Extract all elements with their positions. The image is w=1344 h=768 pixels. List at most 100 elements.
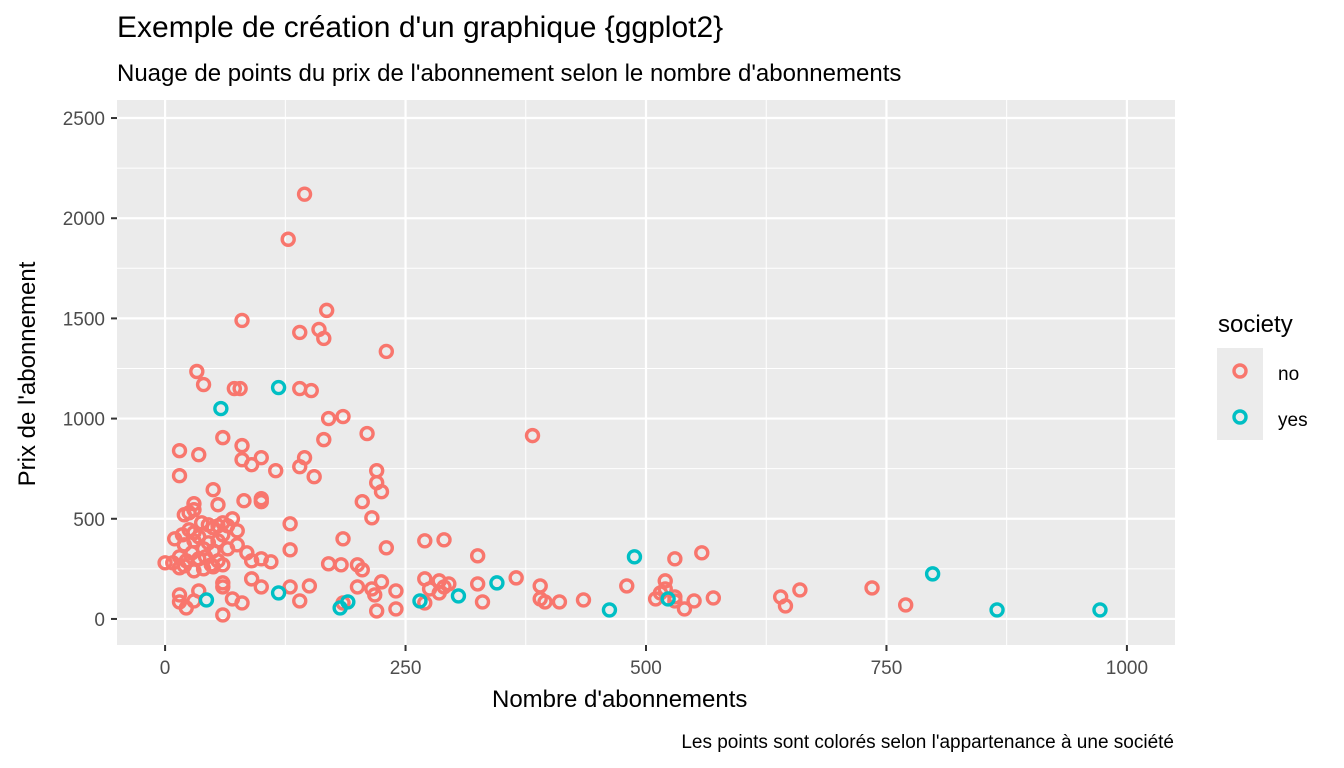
data-point-no: [667, 593, 683, 609]
data-point-no: [215, 579, 231, 595]
data-point-no: [224, 511, 241, 527]
data-point-no: [236, 493, 252, 509]
data-point-yes: [270, 379, 287, 396]
data-point-no: [253, 579, 269, 595]
data-point-no: [897, 597, 914, 613]
data-point-no: [320, 410, 337, 427]
legend-marker-no: [1232, 363, 1248, 379]
data-point-no: [210, 497, 226, 513]
data-point-no: [215, 527, 231, 543]
data-point-yes: [489, 575, 505, 591]
data-point-no: [157, 555, 173, 571]
data-point-no: [171, 442, 188, 459]
data-point-no: [215, 557, 231, 573]
data-point-no: [186, 563, 202, 579]
data-point-no: [282, 542, 298, 558]
y-tick-label: 2000: [63, 209, 105, 230]
data-point-no: [417, 533, 433, 549]
data-point-yes: [1092, 602, 1108, 618]
data-point-no: [388, 601, 404, 617]
legend-label-no: no: [1278, 364, 1300, 385]
data-point-no: [191, 583, 207, 599]
x-tick-label: 0: [160, 658, 171, 679]
data-point-no: [215, 607, 231, 623]
data-point-no: [176, 507, 193, 523]
data-point-no: [657, 573, 673, 589]
data-point-no: [368, 603, 385, 619]
data-point-no: [373, 484, 390, 500]
data-point-no: [359, 425, 375, 442]
x-axis-label: Nombre d'abonnements: [492, 686, 748, 713]
data-point-no: [373, 574, 390, 590]
data-point-yes: [660, 591, 676, 607]
y-axis-label: Prix de l'abonnement: [14, 261, 41, 487]
legend-marker-yes: [1232, 409, 1248, 425]
data-point-no: [243, 553, 260, 569]
data-point-no: [195, 376, 212, 393]
data-point-no: [215, 429, 231, 446]
data-point-no: [431, 585, 447, 601]
data-point-yes: [198, 592, 215, 608]
data-point-no: [316, 431, 332, 448]
data-point-no: [234, 312, 250, 329]
data-point-no: [333, 557, 349, 573]
data-point-no: [388, 583, 404, 599]
data-point-yes: [332, 600, 348, 616]
legend-label-yes: yes: [1278, 410, 1308, 431]
data-point-no: [282, 579, 298, 595]
data-point-no: [792, 582, 808, 598]
data-point-no: [378, 343, 395, 360]
data-point-no: [292, 324, 308, 341]
data-point-no: [575, 592, 592, 608]
y-tick-label: 1000: [63, 410, 105, 431]
data-point-no: [234, 437, 250, 454]
data-point-no: [243, 456, 260, 473]
data-point-no: [292, 458, 308, 475]
data-point-no: [686, 593, 702, 609]
data-point-no: [282, 516, 298, 532]
data-point-no: [268, 462, 284, 479]
data-point-no: [234, 595, 250, 611]
data-point-no: [306, 468, 322, 485]
data-point-yes: [213, 400, 229, 417]
data-point-no: [864, 580, 880, 596]
data-point-no: [469, 576, 486, 592]
data-point-yes: [450, 588, 467, 604]
x-tick-label: 750: [871, 658, 903, 679]
data-point-no: [205, 482, 221, 498]
y-tick-label: 2500: [63, 109, 105, 130]
data-point-no: [474, 594, 491, 610]
data-point-no: [292, 593, 308, 609]
data-point-no: [705, 590, 722, 606]
data-point-no: [263, 554, 279, 570]
data-point-no: [229, 537, 245, 553]
data-point-no: [232, 380, 248, 397]
chart-title: Exemple de création d'un graphique {ggpl…: [117, 11, 724, 44]
data-point-no: [186, 496, 202, 512]
data-point-no: [667, 551, 683, 567]
x-tick-label: 500: [630, 658, 662, 679]
data-point-no: [508, 570, 524, 586]
data-point-no: [171, 587, 188, 603]
data-point-no: [303, 382, 319, 399]
data-point-no: [676, 601, 693, 617]
data-point-no: [205, 559, 221, 575]
data-point-no: [524, 427, 541, 444]
data-point-no: [296, 186, 313, 202]
y-tick-label: 1500: [63, 309, 105, 330]
legend-key-yes: [1217, 394, 1263, 440]
data-point-no: [195, 561, 212, 577]
data-point-yes: [601, 602, 618, 618]
data-point-no: [253, 494, 269, 510]
data-point-no: [253, 449, 269, 466]
data-point-no: [335, 408, 351, 425]
data-point-no: [280, 231, 296, 247]
data-point-no: [777, 598, 794, 614]
data-point-no: [367, 587, 383, 603]
data-point-no: [316, 330, 332, 347]
x-tick-label: 250: [390, 658, 422, 679]
data-point-no: [301, 578, 318, 594]
data-point-no: [354, 562, 370, 578]
data-point-yes: [412, 593, 428, 609]
